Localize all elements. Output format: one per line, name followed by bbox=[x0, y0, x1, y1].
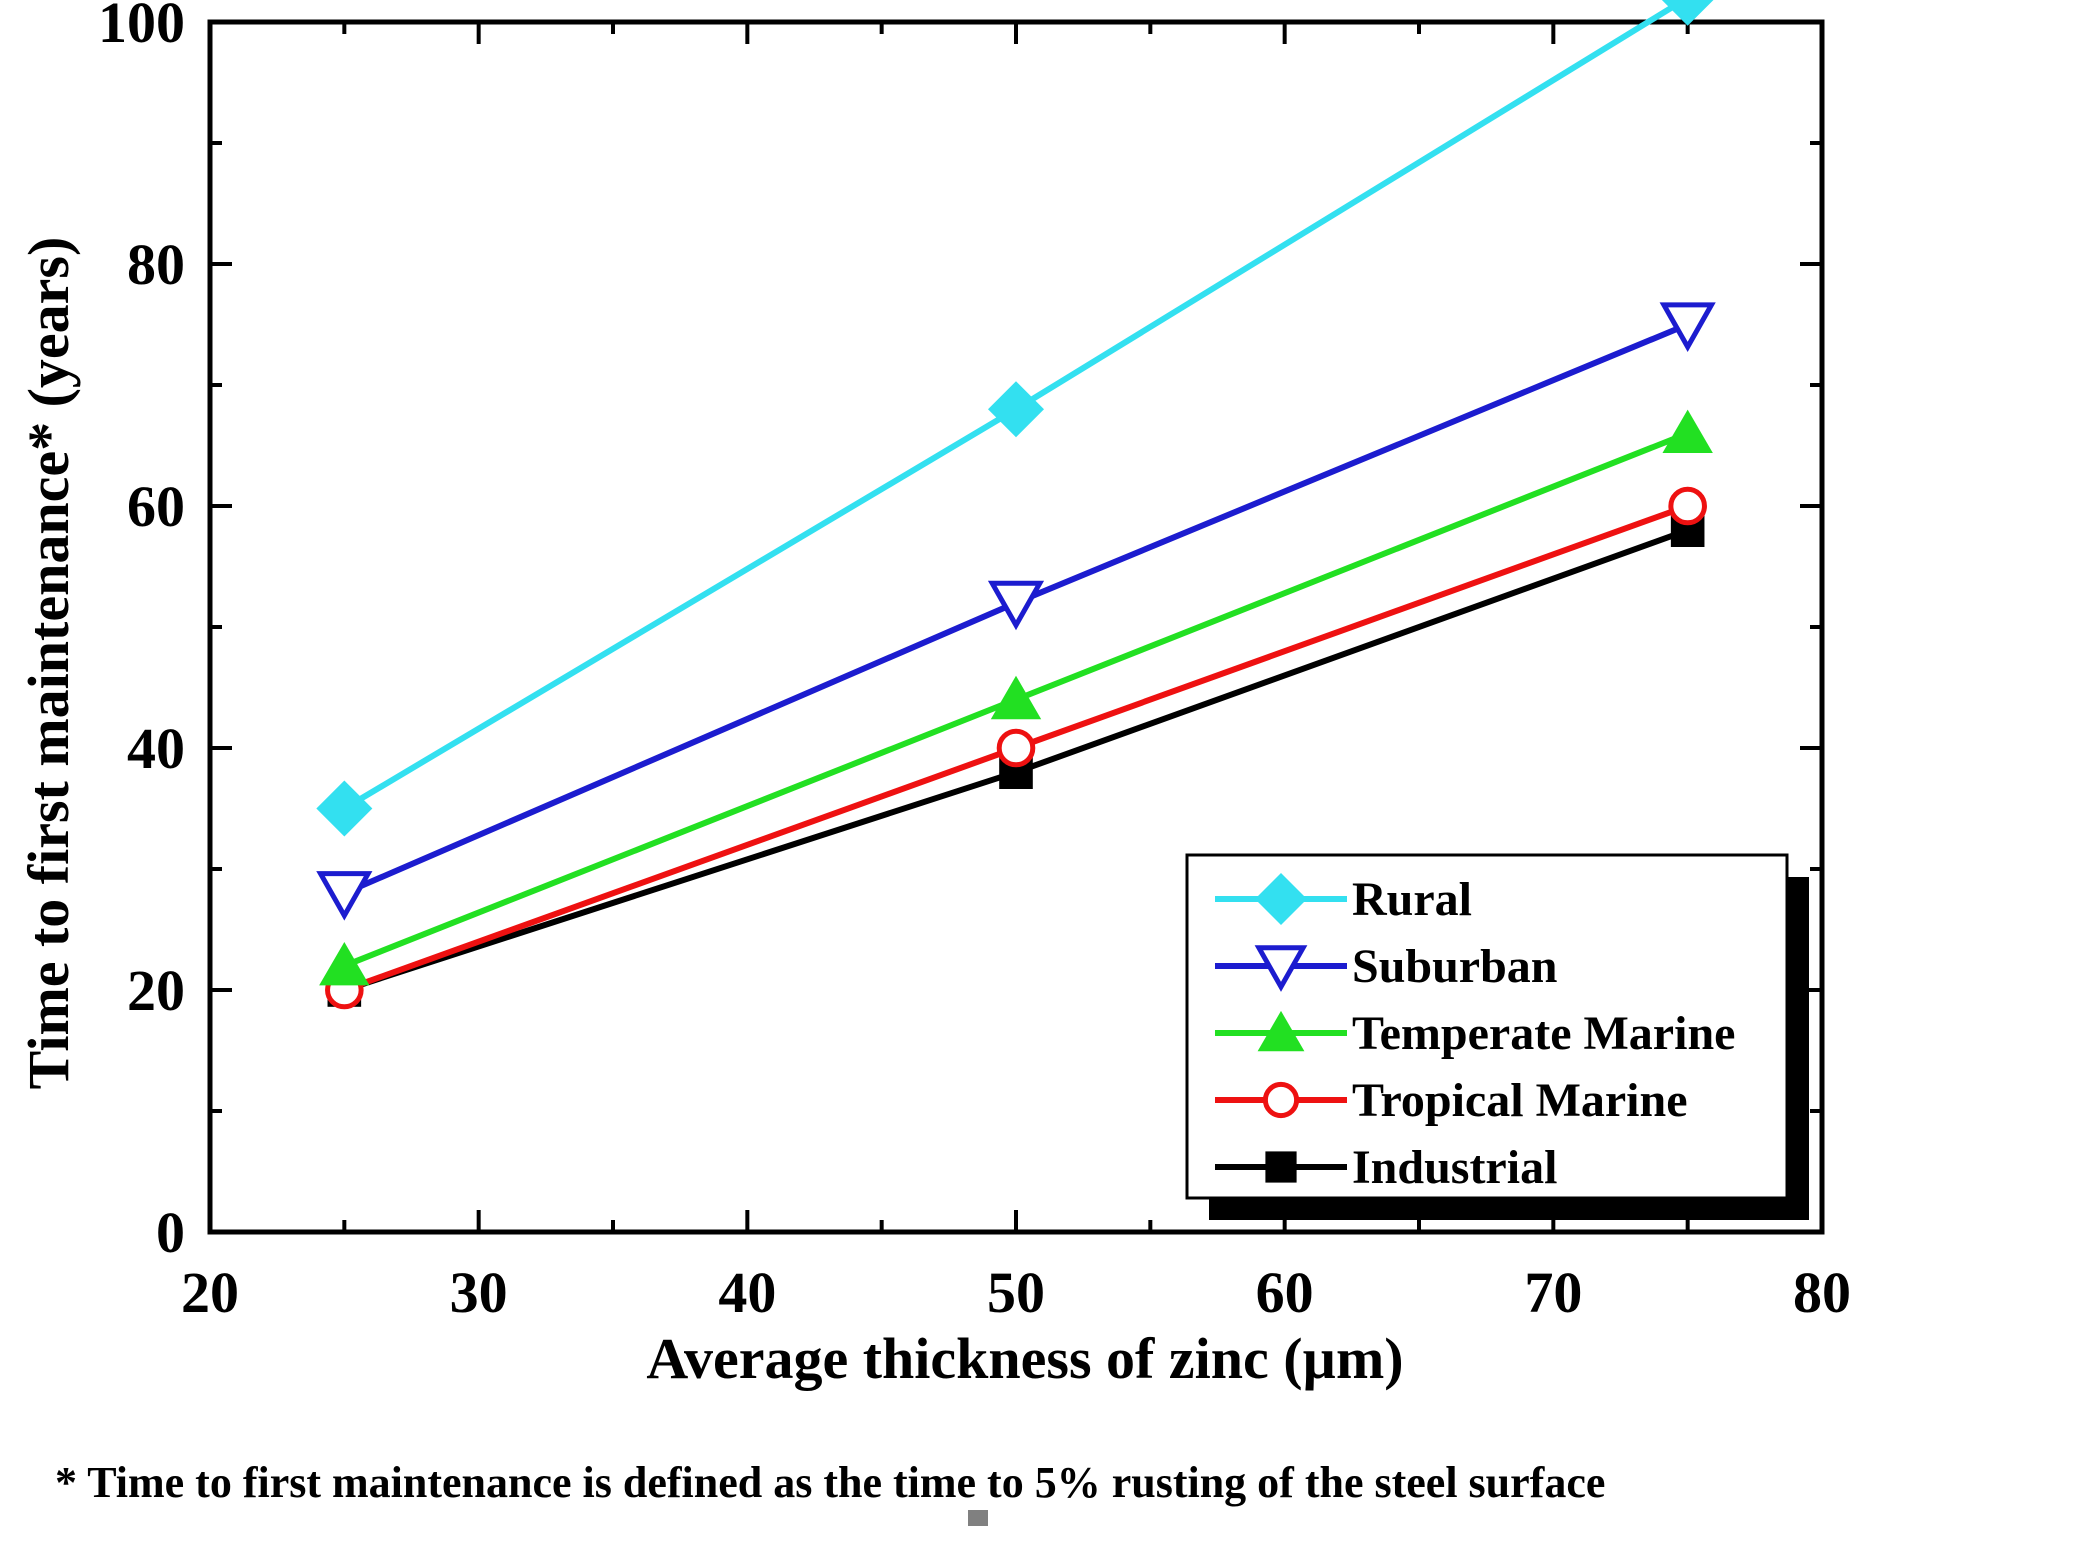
data-point bbox=[1661, 0, 1714, 26]
legend-label: Industrial bbox=[1352, 1141, 1557, 1194]
data-point bbox=[996, 728, 1036, 768]
x-tick-label: 70 bbox=[1524, 1260, 1582, 1325]
legend-label: Rural bbox=[1352, 873, 1472, 926]
legend-item: Temperate Marine bbox=[1215, 1007, 1735, 1060]
legend-item: Rural bbox=[1215, 873, 1472, 926]
y-tick-label: 20 bbox=[127, 958, 185, 1023]
legend-item: Industrial bbox=[1215, 1141, 1557, 1194]
data-point bbox=[1659, 302, 1716, 352]
y-tick-label: 60 bbox=[127, 474, 185, 539]
x-tick-label: 30 bbox=[450, 1260, 508, 1325]
y-tick-label: 40 bbox=[127, 716, 185, 781]
footnote: * Time to first maintenance is defined a… bbox=[55, 1458, 1605, 1507]
legend-item: Suburban bbox=[1215, 940, 1557, 993]
y-tick-label: 100 bbox=[98, 0, 185, 55]
y-axis-title: Time to first maintenance* (years) bbox=[16, 237, 81, 1090]
series-suburban bbox=[316, 302, 1716, 921]
legend-marker bbox=[1262, 1081, 1300, 1119]
x-tick-label: 20 bbox=[181, 1260, 239, 1325]
data-point bbox=[1668, 486, 1707, 526]
legend-marker bbox=[1255, 873, 1307, 925]
x-tick-label: 40 bbox=[718, 1260, 776, 1325]
data-point bbox=[990, 675, 1042, 720]
small-gray-mark bbox=[968, 1510, 988, 1526]
series-rural bbox=[316, 0, 1714, 837]
x-axis-title: Average thickness of zinc (µm) bbox=[646, 1326, 1403, 1391]
data-point bbox=[319, 942, 370, 986]
data-point bbox=[316, 871, 373, 921]
data-point bbox=[316, 780, 373, 837]
legend-label: Temperate Marine bbox=[1352, 1007, 1735, 1060]
data-point bbox=[1662, 409, 1713, 453]
x-tick-label: 80 bbox=[1793, 1260, 1851, 1325]
data-point bbox=[988, 381, 1044, 438]
legend-item: Tropical Marine bbox=[1215, 1074, 1688, 1127]
data-point bbox=[987, 580, 1045, 631]
legend-marker bbox=[1265, 1151, 1297, 1183]
legend-marker bbox=[1254, 945, 1308, 992]
legend-label: Tropical Marine bbox=[1352, 1074, 1688, 1127]
y-tick-label: 0 bbox=[156, 1200, 185, 1265]
y-tick-label: 80 bbox=[127, 232, 185, 297]
legend-label: Suburban bbox=[1352, 940, 1557, 993]
x-tick-label: 50 bbox=[987, 1260, 1045, 1325]
series-temperate-marine bbox=[319, 409, 1713, 986]
x-tick-label: 60 bbox=[1256, 1260, 1314, 1325]
legend-marker bbox=[1257, 1010, 1305, 1052]
